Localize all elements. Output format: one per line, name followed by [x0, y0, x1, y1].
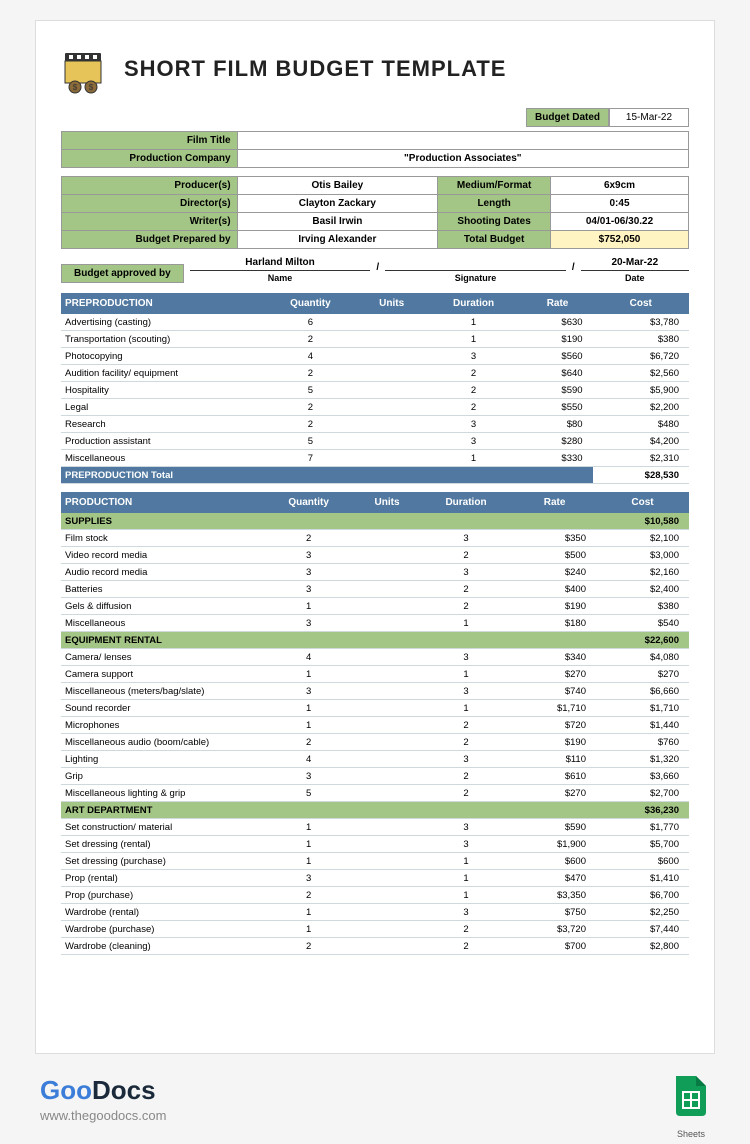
length-label: Length: [438, 195, 551, 213]
shooting-label: Shooting Dates: [438, 213, 551, 231]
table-row: Camera/ lenses43$340$4,080: [61, 649, 689, 666]
table-row: Research23$80$480: [61, 416, 689, 433]
footer: GooDocs www.thegoodocs.com Sheets: [0, 1064, 750, 1144]
length-value[interactable]: 0:45: [551, 195, 689, 213]
table-row: Set dressing (purchase)11$600$600: [61, 853, 689, 870]
preproduction-total-row: PREPRODUCTION Total$28,530: [61, 467, 689, 484]
table-row: Production assistant53$280$4,200: [61, 433, 689, 450]
table-row: Prop (rental)31$470$1,410: [61, 870, 689, 887]
preproduction-table: PREPRODUCTIONQuantityUnitsDurationRateCo…: [61, 293, 689, 484]
table-row: Audition facility/ equipment22$640$2,560: [61, 365, 689, 382]
sheets-label: Sheets: [672, 1129, 710, 1139]
svg-text:$: $: [73, 83, 78, 92]
budget-dated-row: Budget Dated 15-Mar-22: [61, 108, 689, 127]
table-row: Wardrobe (rental)13$750$2,250: [61, 904, 689, 921]
table-row: Grip32$610$3,660: [61, 768, 689, 785]
approval-name-label: Name: [190, 273, 371, 283]
approval-name-value[interactable]: Harland Milton: [190, 257, 371, 271]
table-row: Hospitality52$590$5,900: [61, 382, 689, 399]
medium-label: Medium/Format: [438, 177, 551, 195]
prod-co-value[interactable]: "Production Associates": [237, 150, 688, 168]
table-row: Legal22$550$2,200: [61, 399, 689, 416]
producer-label: Producer(s): [62, 177, 238, 195]
section-header: ART DEPARTMENT$36,230: [61, 802, 689, 819]
table-row: Wardrobe (cleaning)22$700$2,800: [61, 938, 689, 955]
prepared-label: Budget Prepared by: [62, 231, 238, 249]
approval-label: Budget approved by: [61, 264, 184, 283]
total-budget-value: $752,050: [551, 231, 689, 249]
table-row: Lighting43$110$1,320: [61, 751, 689, 768]
writer-label: Writer(s): [62, 213, 238, 231]
credits-table: Producer(s) Otis Bailey Medium/Format 6x…: [61, 176, 689, 249]
approval-sig-label: Signature: [385, 273, 566, 283]
table-row: Audio record media33$240$2,160: [61, 564, 689, 581]
approval-date-label: Date: [581, 273, 689, 283]
section-header: SUPPLIES$10,580: [61, 513, 689, 530]
approval-date-value[interactable]: 20-Mar-22: [581, 257, 689, 271]
production-table: PRODUCTIONQuantityUnitsDurationRateCost …: [61, 492, 689, 955]
shooting-value[interactable]: 04/01-06/30.22: [551, 213, 689, 231]
clapperboard-icon: $ $: [61, 41, 116, 96]
table-row: Microphones12$720$1,440: [61, 717, 689, 734]
producer-value[interactable]: Otis Bailey: [237, 177, 438, 195]
budget-dated-value: 15-Mar-22: [609, 108, 689, 127]
table-row: Prop (purchase)21$3,350$6,700: [61, 887, 689, 904]
prod-co-label: Production Company: [62, 150, 238, 168]
table-row: Transportation (scouting)21$190$380: [61, 331, 689, 348]
section-header: EQUIPMENT RENTAL$22,600: [61, 632, 689, 649]
table-row: Set dressing (rental)13$1,900$5,700: [61, 836, 689, 853]
table-row: Miscellaneous audio (boom/cable)22$190$7…: [61, 734, 689, 751]
table-row: Film stock23$350$2,100: [61, 530, 689, 547]
writer-value[interactable]: Basil Irwin: [237, 213, 438, 231]
table-row: Sound recorder11$1,710$1,710: [61, 700, 689, 717]
goodocs-logo: GooDocs www.thegoodocs.com: [40, 1075, 166, 1123]
medium-value[interactable]: 6x9cm: [551, 177, 689, 195]
table-row: Wardrobe (purchase)12$3,720$7,440: [61, 921, 689, 938]
divider: /: [572, 262, 575, 283]
page-title: SHORT FILM BUDGET TEMPLATE: [124, 56, 689, 82]
director-value[interactable]: Clayton Zackary: [237, 195, 438, 213]
director-label: Director(s): [62, 195, 238, 213]
total-budget-label: Total Budget: [438, 231, 551, 249]
film-info-table: Film Title Production Company "Productio…: [61, 131, 689, 168]
sheets-icon: Sheets: [672, 1074, 710, 1124]
budget-page: $ $ SHORT FILM BUDGET TEMPLATE Budget Da…: [35, 20, 715, 1054]
film-title-label: Film Title: [62, 132, 238, 150]
approval-sig-value[interactable]: [385, 257, 566, 271]
divider: /: [376, 262, 379, 283]
approval-row: Budget approved by Harland Milton Name /…: [61, 257, 689, 283]
table-row: Miscellaneous (meters/bag/slate)33$740$6…: [61, 683, 689, 700]
svg-text:$: $: [89, 83, 94, 92]
table-row: Gels & diffusion12$190$380: [61, 598, 689, 615]
table-row: Miscellaneous31$180$540: [61, 615, 689, 632]
prepared-value[interactable]: Irving Alexander: [237, 231, 438, 249]
table-row: Miscellaneous71$330$2,310: [61, 450, 689, 467]
table-row: Video record media32$500$3,000: [61, 547, 689, 564]
table-row: Batteries32$400$2,400: [61, 581, 689, 598]
table-row: Miscellaneous lighting & grip52$270$2,70…: [61, 785, 689, 802]
film-title-value[interactable]: [237, 132, 688, 150]
table-row: Advertising (casting)61$630$3,780: [61, 314, 689, 331]
header: $ $ SHORT FILM BUDGET TEMPLATE: [61, 41, 689, 96]
budget-dated-label: Budget Dated: [526, 108, 609, 127]
footer-url: www.thegoodocs.com: [40, 1108, 166, 1123]
table-row: Set construction/ material13$590$1,770: [61, 819, 689, 836]
table-row: Camera support11$270$270: [61, 666, 689, 683]
table-row: Photocopying43$560$6,720: [61, 348, 689, 365]
